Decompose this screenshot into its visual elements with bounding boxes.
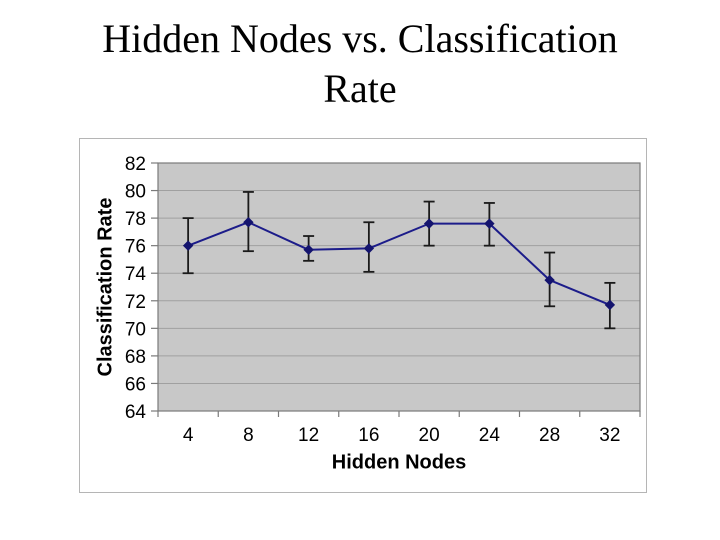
x-axis-title: Hidden Nodes — [331, 451, 467, 474]
y-tick-label: 64 — [125, 402, 147, 423]
slide-title: Hidden Nodes vs. Classification Rate — [0, 14, 720, 114]
data-point-marker — [182, 240, 194, 251]
y-tick-label: 70 — [125, 319, 146, 340]
data-point-marker — [423, 218, 435, 229]
y-tick-label: 66 — [125, 374, 146, 395]
y-tick-label: 80 — [125, 182, 146, 203]
y-tick-label: 82 — [125, 154, 146, 175]
x-tick-label: 12 — [298, 425, 319, 446]
data-point-marker — [303, 244, 314, 256]
y-axis-title: Classification Rate — [94, 197, 117, 377]
slide-title-line-1: Hidden Nodes vs. Classification — [102, 16, 618, 61]
x-tick-label: 24 — [479, 425, 501, 446]
x-tick-label: 32 — [599, 425, 620, 446]
chart-canvas: 64 66 68 70 72 74 76 78 80 82 4 8 12 16 20 24 28 32 — [125, 154, 641, 446]
y-tick-label: 72 — [125, 292, 146, 313]
data-point-marker — [484, 218, 495, 229]
data-point-marker — [243, 217, 254, 228]
x-tick-label: 8 — [243, 425, 254, 446]
y-tick-label: 76 — [125, 237, 146, 258]
slide-title-line-2: Rate — [323, 66, 397, 111]
x-tick-label: 28 — [539, 425, 560, 446]
y-tick-label: 68 — [125, 347, 146, 368]
data-point-marker — [363, 243, 375, 254]
plot-area — [158, 163, 640, 411]
series-line — [187, 221, 611, 306]
x-tick-label: 16 — [358, 425, 379, 446]
x-tick-label: 20 — [419, 425, 440, 446]
y-tick-label: 78 — [125, 209, 146, 230]
y-tick-label: 74 — [125, 264, 147, 285]
chart: 64 66 68 70 72 74 76 78 80 82 4 8 12 16 20 24 28 32 Class… — [79, 138, 647, 493]
data-point-marker — [604, 299, 616, 311]
x-tick-label: 4 — [183, 425, 194, 446]
data-point-marker — [544, 274, 555, 286]
